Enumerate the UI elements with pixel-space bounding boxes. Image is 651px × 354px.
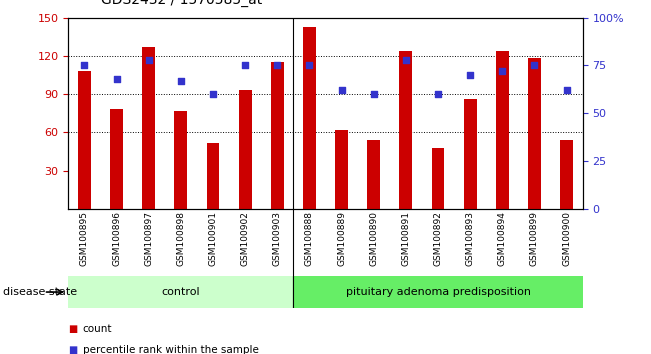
Bar	[271, 62, 284, 209]
Text: GDS2432 / 1570585_at: GDS2432 / 1570585_at	[101, 0, 262, 7]
Bar	[400, 51, 412, 209]
Text: GSM100897: GSM100897	[145, 211, 153, 266]
Bar	[206, 143, 219, 209]
Text: GSM100894: GSM100894	[498, 211, 506, 266]
Bar	[303, 27, 316, 209]
Bar	[560, 140, 573, 209]
Bar	[174, 111, 187, 209]
Bar	[143, 47, 155, 209]
Text: GSM100901: GSM100901	[208, 211, 217, 266]
Bar	[335, 130, 348, 209]
Point	[337, 87, 347, 93]
Text: GSM100893: GSM100893	[465, 211, 475, 266]
Text: GSM100903: GSM100903	[273, 211, 282, 266]
Bar	[464, 99, 477, 209]
Bar	[110, 109, 123, 209]
Text: GSM100902: GSM100902	[241, 211, 249, 266]
Text: GSM100899: GSM100899	[530, 211, 539, 266]
Text: ■: ■	[68, 346, 77, 354]
Text: GSM100892: GSM100892	[434, 211, 443, 266]
Point	[561, 87, 572, 93]
Point	[368, 91, 379, 97]
Point	[304, 63, 314, 68]
Text: GSM100900: GSM100900	[562, 211, 571, 266]
Text: pituitary adenoma predisposition: pituitary adenoma predisposition	[346, 287, 531, 297]
Bar	[294, 276, 583, 308]
Text: count: count	[83, 324, 112, 334]
Text: ■: ■	[68, 324, 77, 334]
Text: GSM100896: GSM100896	[112, 211, 121, 266]
Point	[143, 57, 154, 63]
Point	[208, 91, 218, 97]
Text: disease state: disease state	[3, 287, 77, 297]
Bar	[496, 51, 508, 209]
Bar	[528, 58, 541, 209]
Point	[400, 57, 411, 63]
Bar	[78, 71, 91, 209]
Point	[240, 63, 251, 68]
Point	[79, 63, 90, 68]
Text: control: control	[161, 287, 200, 297]
Point	[433, 91, 443, 97]
Point	[111, 76, 122, 82]
Text: GSM100898: GSM100898	[176, 211, 186, 266]
Point	[465, 72, 475, 78]
Text: GSM100889: GSM100889	[337, 211, 346, 266]
Bar	[367, 140, 380, 209]
Text: GSM100890: GSM100890	[369, 211, 378, 266]
Bar	[432, 148, 445, 209]
Bar	[68, 276, 294, 308]
Bar	[239, 90, 251, 209]
Text: GSM100895: GSM100895	[80, 211, 89, 266]
Point	[497, 68, 508, 74]
Point	[176, 78, 186, 84]
Point	[529, 63, 540, 68]
Point	[272, 63, 283, 68]
Text: GSM100888: GSM100888	[305, 211, 314, 266]
Text: percentile rank within the sample: percentile rank within the sample	[83, 346, 258, 354]
Text: GSM100891: GSM100891	[402, 211, 410, 266]
